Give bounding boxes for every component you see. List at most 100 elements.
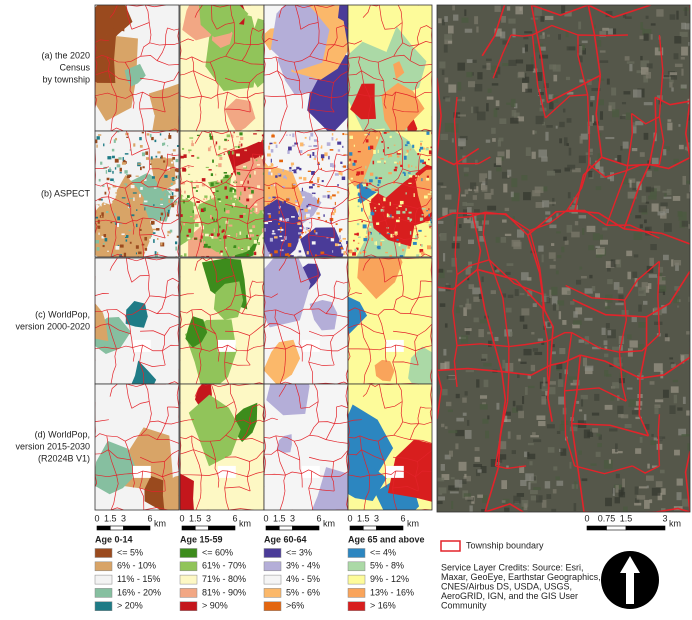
map-pixel (157, 151, 161, 154)
map-pixel (215, 141, 218, 145)
map-pixel (349, 135, 353, 140)
map-pixel (126, 203, 130, 205)
satellite-texture (524, 31, 533, 34)
map-pixel (180, 239, 182, 242)
map-pixel (320, 251, 325, 254)
satellite-texture (688, 42, 690, 46)
map-pixel (393, 168, 397, 172)
satellite-texture (541, 499, 547, 508)
satellite-texture (590, 95, 595, 101)
scale-segment (123, 525, 151, 531)
map-pixel (213, 228, 215, 233)
map-pixel (107, 156, 112, 160)
satellite-texture (654, 321, 663, 325)
satellite-texture (657, 211, 666, 216)
map-pixel (285, 190, 289, 194)
map-pixel (121, 233, 125, 236)
map-pixel (313, 158, 317, 160)
satellite-texture (639, 152, 645, 157)
row-label: (d) WorldPop, (35, 429, 90, 439)
satellite-texture (461, 96, 466, 102)
satellite-texture (442, 19, 445, 26)
satellite-texture (561, 5, 566, 14)
map-pixel (181, 241, 186, 243)
map-patch (357, 258, 403, 300)
map-pixel (204, 233, 209, 237)
map-pixel (182, 147, 185, 150)
legend-label: 81% - 90% (202, 587, 246, 597)
legend-swatch (179, 601, 198, 611)
satellite-texture (686, 410, 690, 416)
map-pixel (162, 142, 164, 146)
satellite-texture (523, 36, 529, 40)
map-pixel (263, 220, 264, 222)
map-pixel (152, 232, 156, 234)
satellite-texture (547, 387, 556, 395)
row-label: (c) WorldPop, (35, 309, 90, 319)
map-pixel (160, 212, 164, 216)
satellite-texture (639, 35, 644, 40)
map-pixel (160, 155, 163, 159)
satellite-texture (639, 224, 643, 229)
map-pixel (176, 168, 179, 173)
map-pixel (253, 133, 257, 135)
map-pixel (386, 231, 389, 234)
satellite-texture (589, 274, 593, 279)
satellite-texture (557, 300, 565, 306)
map-panel (264, 131, 348, 257)
map-pixel (176, 145, 179, 147)
map-pixel (115, 192, 119, 194)
satellite-texture (532, 190, 541, 197)
satellite-texture (511, 450, 516, 455)
satellite-texture (684, 7, 688, 16)
row-label: (R2024B V1) (38, 453, 90, 463)
satellite-texture (595, 451, 601, 457)
township-boundary (264, 5, 348, 131)
map-pixel (288, 169, 292, 172)
map-pixel (380, 158, 384, 160)
map-pixel (314, 155, 317, 159)
map-pixel (131, 228, 135, 233)
satellite-texture (558, 34, 561, 40)
map-pixel (412, 241, 417, 245)
map-pixel (355, 136, 360, 139)
satellite-texture (657, 266, 664, 273)
map-pixel (97, 219, 100, 224)
map-pixel (298, 232, 302, 235)
satellite-texture (455, 429, 465, 437)
satellite-texture (459, 479, 467, 484)
map-pixel (169, 161, 174, 164)
satellite-texture (599, 50, 606, 53)
satellite-texture (529, 490, 538, 495)
map-pixel (155, 217, 158, 222)
map-pixel (337, 241, 341, 244)
map-pixel (273, 236, 278, 239)
map-pixel (298, 150, 303, 153)
satellite-texture (643, 29, 652, 34)
map-pixel (424, 192, 428, 194)
satellite-texture (607, 279, 613, 285)
map-pixel (278, 222, 280, 225)
map-pixel (124, 170, 128, 174)
satellite-texture (567, 290, 572, 295)
map-pixel (109, 132, 111, 137)
satellite-texture (523, 503, 528, 511)
map-pixel (187, 174, 191, 178)
map-pixel (180, 155, 184, 159)
satellite-texture (649, 381, 655, 385)
satellite-texture (464, 189, 469, 195)
map-pixel (344, 133, 348, 136)
map-pixel (171, 153, 173, 155)
legend-label: >6% (286, 601, 304, 611)
map-pixel (409, 148, 412, 152)
satellite-texture (530, 495, 539, 501)
satellite-texture (439, 232, 447, 241)
satellite-texture (505, 271, 511, 276)
satellite-texture (522, 47, 525, 54)
satellite-texture (439, 61, 446, 69)
boundary-label: Township boundary (466, 540, 544, 550)
satellite-texture (591, 115, 594, 124)
satellite-texture (590, 102, 593, 107)
satellite-texture (647, 463, 650, 469)
map-pixel (405, 192, 407, 195)
